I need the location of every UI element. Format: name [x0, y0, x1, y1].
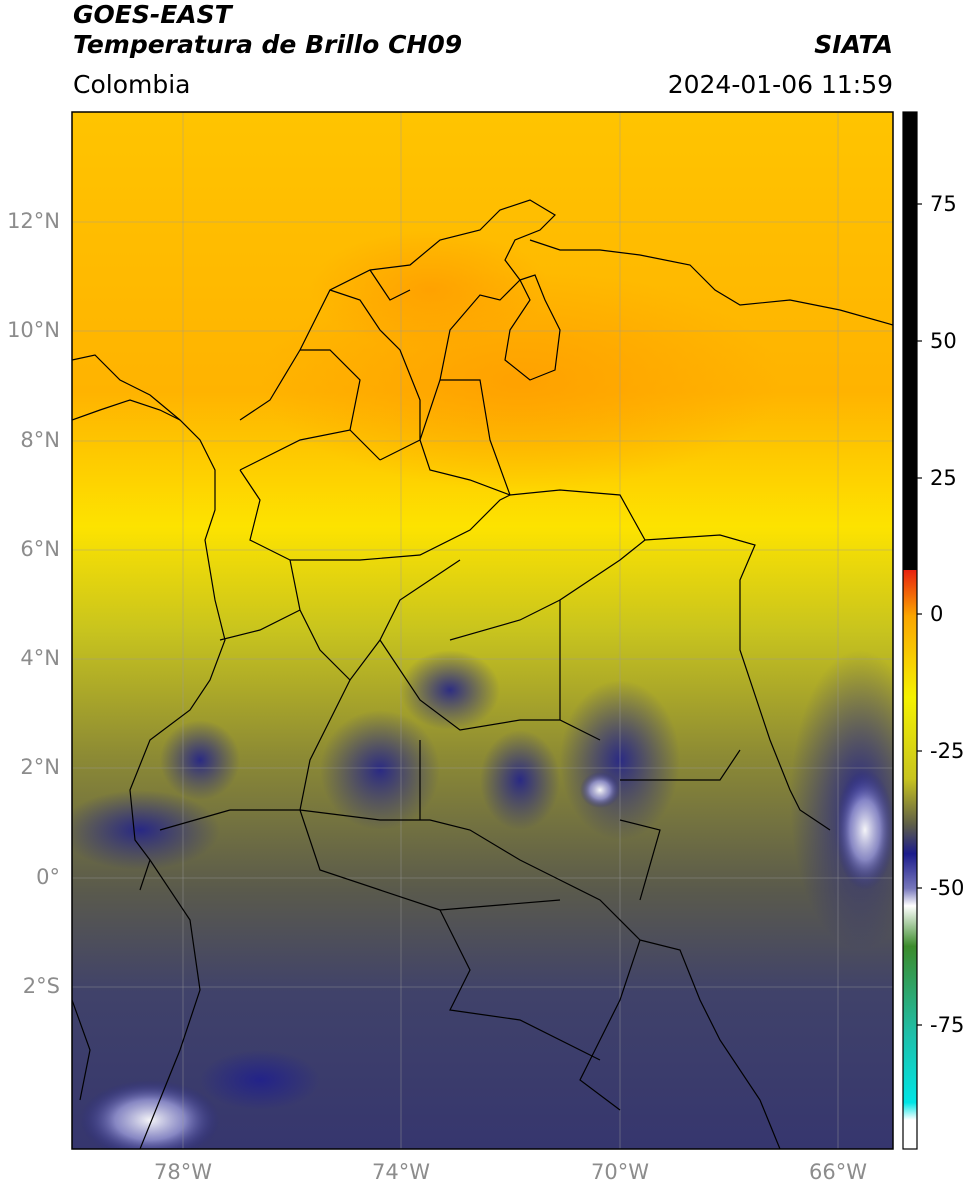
lat-label-12n: 12°N: [7, 209, 60, 233]
colorbar: [902, 111, 922, 1150]
brightness-temperature-field: [72, 112, 893, 1149]
lat-label-2s: 2°S: [22, 974, 60, 998]
colorbar-tick-minus50: -50: [930, 876, 965, 900]
graticule: [72, 112, 893, 1149]
country-borders: [72, 199, 893, 1149]
region-label: Colombia: [73, 70, 191, 99]
colorbar-tick-75: 75: [930, 192, 957, 216]
lon-label-66w: 66°W: [809, 1160, 867, 1184]
title-product: Temperatura de Brillo CH09: [73, 30, 463, 59]
colorbar-tick-minus25: -25: [930, 739, 965, 763]
lat-label-4n: 4°N: [20, 646, 60, 670]
lat-label-10n: 10°N: [7, 318, 60, 342]
colorbar-tick-minus75: -75: [930, 1013, 965, 1037]
datetime-label: 2024-01-06 11:59: [667, 70, 893, 99]
lon-label-78w: 78°W: [154, 1160, 212, 1184]
title-satellite: GOES-EAST: [73, 0, 232, 29]
lon-label-74w: 74°W: [372, 1160, 430, 1184]
lat-label-2n: 2°N: [20, 755, 60, 779]
lat-label-6n: 6°N: [20, 537, 60, 561]
lat-label-0: 0°: [36, 865, 60, 889]
lat-label-8n: 8°N: [20, 428, 60, 452]
organization-label: SIATA: [814, 30, 893, 59]
colorbar-tick-0: 0: [930, 602, 944, 626]
map-frame: [71, 111, 894, 1150]
colorbar-tick-25: 25: [930, 466, 957, 490]
lon-label-70w: 70°W: [591, 1160, 649, 1184]
colorbar-tick-50: 50: [930, 329, 957, 353]
